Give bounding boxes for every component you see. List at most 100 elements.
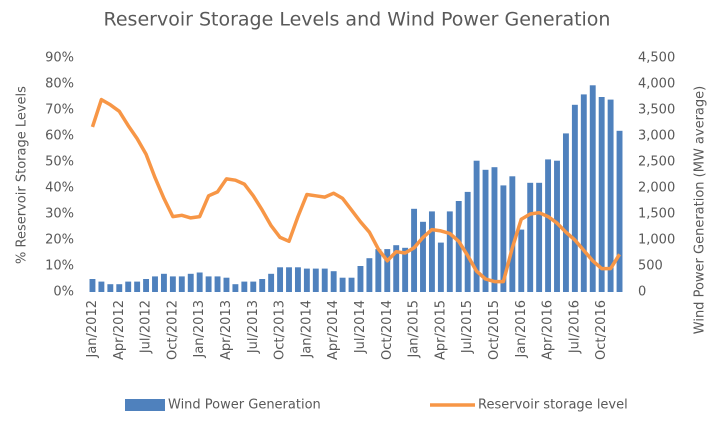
x-tick-label: Jul/2013 xyxy=(246,300,261,354)
x-tick-label: Oct/2012 xyxy=(165,300,180,360)
bar xyxy=(562,133,569,292)
bar xyxy=(536,182,543,292)
y-tick-label: 0% xyxy=(53,285,74,300)
bar xyxy=(393,245,400,292)
bar xyxy=(286,267,292,292)
y2-tick-label: 2,000 xyxy=(638,181,675,196)
bar xyxy=(187,273,194,292)
bar xyxy=(571,104,578,292)
y-tick-label: 20% xyxy=(45,233,74,248)
y-axis-label: % Reservoir Storage Levels xyxy=(15,86,30,264)
bar xyxy=(348,277,355,292)
bar xyxy=(616,130,623,292)
bar xyxy=(339,277,346,292)
bar xyxy=(411,208,418,292)
bar xyxy=(116,284,123,292)
bar xyxy=(268,273,275,292)
y2-tick-label: 0 xyxy=(638,285,646,300)
y-tick-label: 30% xyxy=(45,207,74,222)
bar xyxy=(598,97,605,292)
x-tick-label: Jan/2016 xyxy=(514,300,529,359)
y-tick-label: 80% xyxy=(45,77,74,92)
bar xyxy=(384,249,391,292)
x-tick-label: Apr/2012 xyxy=(112,300,127,360)
x-tick-label: Jan/2014 xyxy=(299,300,314,359)
y-tick-label: 60% xyxy=(45,129,74,144)
bar xyxy=(89,279,96,292)
bar xyxy=(160,273,167,292)
y2-tick-label: 3,000 xyxy=(638,129,675,144)
legend-label: Wind Power Generation xyxy=(168,398,321,413)
bar xyxy=(107,284,114,292)
bar xyxy=(178,276,185,292)
bar xyxy=(607,99,614,292)
bar xyxy=(277,267,284,292)
bar xyxy=(375,249,382,292)
y-tick-label: 50% xyxy=(45,155,74,170)
bar xyxy=(509,176,516,292)
legend-swatch xyxy=(125,399,165,411)
y-tick-label: 70% xyxy=(45,103,74,118)
legend-label: Reservoir storage level xyxy=(478,398,628,413)
x-tick-label: Apr/2016 xyxy=(541,300,556,360)
bar xyxy=(321,268,328,292)
bar xyxy=(223,277,230,292)
bar xyxy=(455,201,462,292)
bar xyxy=(545,159,552,292)
y2-tick-label: 500 xyxy=(638,259,663,274)
bar xyxy=(580,94,587,293)
bar xyxy=(491,167,498,292)
bar xyxy=(205,276,212,292)
bar xyxy=(134,281,141,292)
x-tick-label: Oct/2016 xyxy=(594,300,609,360)
x-tick-label: Oct/2015 xyxy=(487,300,502,360)
y2-tick-label: 4,500 xyxy=(638,51,675,66)
bar xyxy=(169,276,176,292)
x-tick-label: Oct/2013 xyxy=(273,300,288,360)
x-tick-label: Jul/2016 xyxy=(567,300,582,354)
bar xyxy=(259,279,266,292)
y2-axis-label: Wind Power Generation (MW average) xyxy=(693,86,708,334)
x-tick-label: Apr/2013 xyxy=(219,300,234,360)
bar xyxy=(143,279,150,292)
y2-tick-label: 2,500 xyxy=(638,155,675,170)
bar xyxy=(554,160,560,292)
x-tick-label: Oct/2014 xyxy=(380,300,395,360)
bar xyxy=(500,185,507,292)
bar xyxy=(482,169,489,292)
bar xyxy=(250,281,257,292)
x-tick-label: Jan/2013 xyxy=(192,300,207,359)
chart-title: Reservoir Storage Levels and Wind Power … xyxy=(104,9,611,31)
bar xyxy=(366,258,373,292)
bar xyxy=(241,281,248,292)
y2-tick-label: 1,000 xyxy=(638,233,675,248)
bar xyxy=(518,229,525,292)
bar xyxy=(303,268,310,292)
y2-tick-label: 1,500 xyxy=(638,207,675,222)
bar xyxy=(420,221,426,292)
bar xyxy=(330,271,337,292)
x-tick-label: Jul/2012 xyxy=(139,300,154,354)
y-tick-label: 10% xyxy=(45,259,74,274)
bar xyxy=(214,276,221,292)
x-tick-label: Apr/2015 xyxy=(433,300,448,360)
bar xyxy=(527,182,534,292)
y-tick-label: 90% xyxy=(45,51,74,66)
bar xyxy=(125,281,132,292)
bar xyxy=(446,211,453,292)
line xyxy=(90,97,622,284)
bar xyxy=(464,191,471,292)
bar xyxy=(402,247,409,292)
x-tick-label: Jul/2015 xyxy=(460,300,475,354)
x-tick-label: Jul/2014 xyxy=(353,300,368,354)
bar xyxy=(294,267,301,292)
bar xyxy=(428,211,435,292)
bar xyxy=(357,266,364,292)
x-tick-label: Apr/2014 xyxy=(326,300,341,360)
bar xyxy=(589,85,596,292)
bar xyxy=(196,272,203,292)
bar xyxy=(312,268,319,292)
y2-tick-label: 4,000 xyxy=(638,77,675,92)
bar xyxy=(98,281,105,292)
